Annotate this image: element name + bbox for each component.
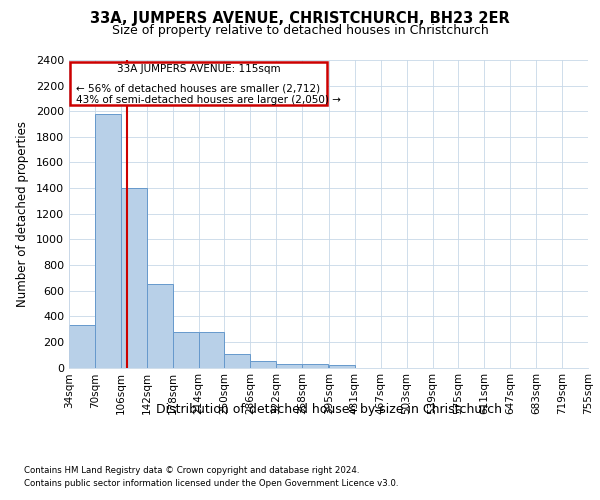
Bar <box>277 364 302 368</box>
Bar <box>70 62 328 106</box>
Bar <box>302 364 328 368</box>
Bar <box>95 114 121 368</box>
Bar <box>224 354 250 368</box>
Text: Distribution of detached houses by size in Christchurch: Distribution of detached houses by size … <box>156 402 502 415</box>
Y-axis label: Number of detached properties: Number of detached properties <box>16 120 29 306</box>
Text: Contains HM Land Registry data © Crown copyright and database right 2024.: Contains HM Land Registry data © Crown c… <box>24 466 359 475</box>
Bar <box>121 188 147 368</box>
Bar <box>147 284 173 368</box>
Text: ← 56% of detached houses are smaller (2,712): ← 56% of detached houses are smaller (2,… <box>76 83 320 93</box>
Bar <box>69 325 95 368</box>
Text: Size of property relative to detached houses in Christchurch: Size of property relative to detached ho… <box>112 24 488 37</box>
Bar <box>250 361 277 368</box>
Bar <box>173 332 199 368</box>
Text: Contains public sector information licensed under the Open Government Licence v3: Contains public sector information licen… <box>24 479 398 488</box>
Bar <box>199 332 224 368</box>
Text: 33A JUMPERS AVENUE: 115sqm: 33A JUMPERS AVENUE: 115sqm <box>117 64 281 74</box>
Text: 33A, JUMPERS AVENUE, CHRISTCHURCH, BH23 2ER: 33A, JUMPERS AVENUE, CHRISTCHURCH, BH23 … <box>90 11 510 26</box>
Text: 43% of semi-detached houses are larger (2,050) →: 43% of semi-detached houses are larger (… <box>76 94 341 104</box>
Bar <box>329 365 355 368</box>
